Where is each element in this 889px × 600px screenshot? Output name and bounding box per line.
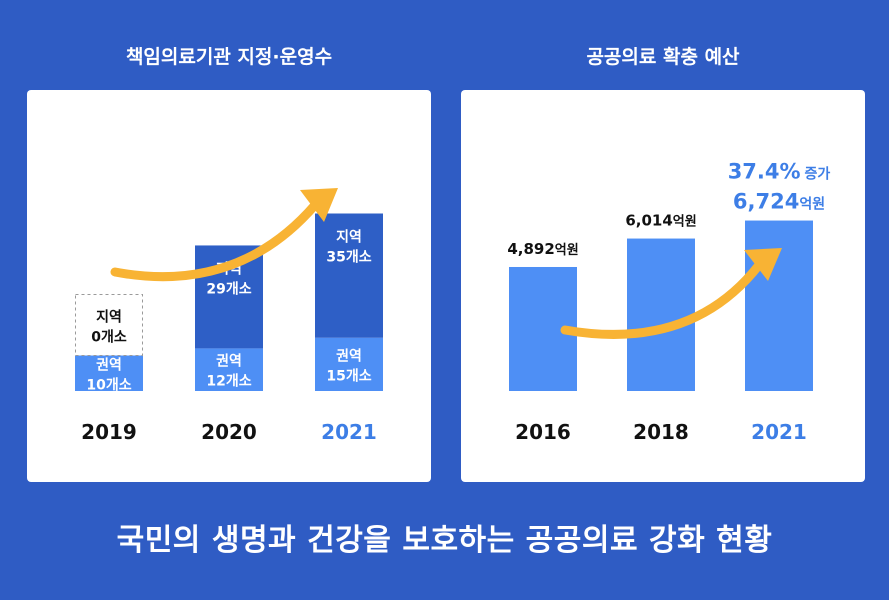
label-local-2021-count: 35개소 <box>326 250 371 266</box>
left-chart-title: 책임의료기관 지정·운영수 <box>125 46 333 68</box>
label-region-2019-count: 10개소 <box>86 377 131 393</box>
tick-label-2021: 2021 <box>751 420 807 444</box>
label-local-2019-name: 지역 <box>96 309 122 326</box>
value-label-2016: 4,892억원 <box>507 240 578 258</box>
trend-arrow-shaft <box>110 200 320 282</box>
trend-arrow-head <box>300 188 338 222</box>
right-chart-title: 공공의료 확충 예산 <box>586 46 740 68</box>
institutions-chart-card: 권역 10개소 지역 0개소 2019 권역 12개소 지역 29개소 2020 권역 15개소 지역 3… <box>27 90 431 482</box>
value-label-2018: 6,014억원 <box>625 212 696 230</box>
bar-region-2021 <box>315 337 383 391</box>
label-region-2021-count: 15개소 <box>326 368 371 384</box>
value-label-2021: 6,724억원 <box>733 190 825 214</box>
bar-2018 <box>627 238 695 391</box>
budget-chart-card: 4,892억원 2016 6,014억원 2018 37.4% 증가 6,724억원 2021 <box>461 90 865 482</box>
footer-title: 국민의 생명과 건강을 보호하는 공공의료 강화 현황 <box>116 523 773 558</box>
label-local-2020-count: 29개소 <box>206 281 251 297</box>
bar-2021 <box>745 220 813 391</box>
label-local-2021-name: 지역 <box>336 229 362 246</box>
label-region-2020-count: 12개소 <box>206 374 251 390</box>
institutions-chart: 권역10개소지역0개소2019권역12개소지역29개소2020권역15개소지역3… <box>75 188 383 444</box>
label-region-2020-name: 권역 <box>216 353 242 370</box>
label-region-2021-name: 권역 <box>336 347 362 364</box>
bar-region-2020 <box>195 348 263 391</box>
tick-label-2021: 2021 <box>321 420 377 444</box>
value-unit-2016: 억원 <box>555 243 579 258</box>
tick-label-2018: 2018 <box>633 420 689 444</box>
trend-arrow-shaft <box>560 260 764 339</box>
bar-local-2019-empty <box>75 294 143 356</box>
tick-label-2016: 2016 <box>515 420 571 444</box>
bar-region-2019 <box>75 355 143 391</box>
budget-chart: 4,892억원 2016 6,014억원 2018 37.4% 증가 6,724억원 2021 <box>507 160 831 444</box>
value-unit-2018: 억원 <box>673 215 697 230</box>
bar-local-2021 <box>315 213 383 338</box>
tick-label-2019: 2019 <box>81 420 137 444</box>
value-unit-2021: 억원 <box>799 197 825 213</box>
growth-annotation: 37.4% 증가 <box>728 160 831 184</box>
label-region-2019-name: 권역 <box>96 356 122 373</box>
growth-annotation-label: 증가 <box>805 167 831 183</box>
label-local-2019-count: 0개소 <box>91 330 127 346</box>
trend-arrow-head <box>744 248 782 281</box>
tick-label-2020: 2020 <box>201 420 257 444</box>
